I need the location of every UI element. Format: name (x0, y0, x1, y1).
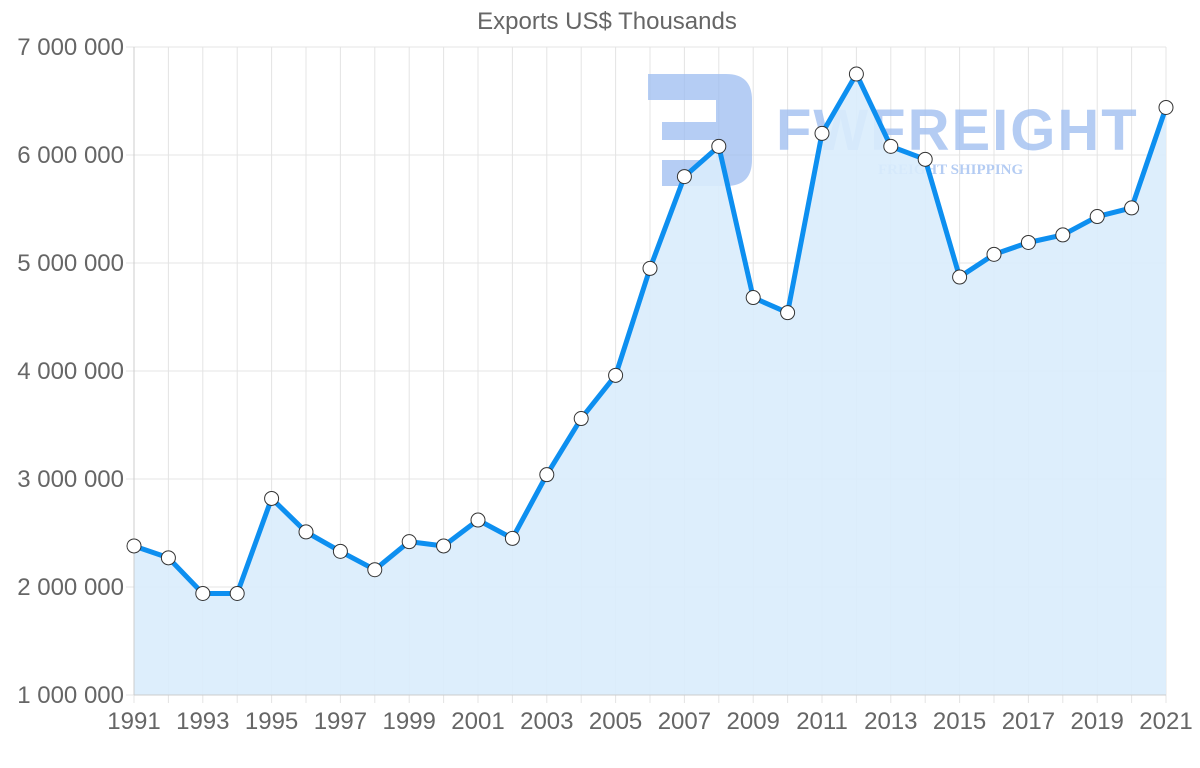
x-tick-label: 2021 (1139, 708, 1192, 735)
data-point-marker[interactable] (1089, 209, 1105, 225)
data-point-marker[interactable] (676, 169, 692, 185)
data-point-marker[interactable] (745, 290, 761, 306)
x-tick-label: 2017 (1002, 708, 1055, 735)
x-tick-label: 2003 (520, 708, 573, 735)
y-tick-label: 5 000 000 (17, 250, 124, 277)
data-point-marker[interactable] (1158, 99, 1174, 115)
data-point-marker[interactable] (848, 66, 864, 82)
y-tick-label: 7 000 000 (17, 34, 124, 61)
x-tick-label: 2019 (1071, 708, 1124, 735)
x-axis-ticks: 1991 1993 1995 1997 1999 2001 2003 2005 2007 2009… (107, 708, 1192, 735)
x-tick-label: 2007 (658, 708, 711, 735)
axes (133, 47, 1166, 696)
area-fill (134, 74, 1166, 695)
data-point-marker[interactable] (298, 524, 314, 540)
data-point-marker[interactable] (573, 411, 589, 427)
x-tick-label: 2001 (451, 708, 504, 735)
y-tick-label: 2 000 000 (17, 574, 124, 601)
data-point-marker[interactable] (814, 125, 830, 141)
data-point-marker[interactable] (401, 534, 417, 550)
data-point-marker[interactable] (436, 538, 452, 554)
data-point-marker[interactable] (780, 305, 796, 321)
x-tick-label: 1997 (314, 708, 367, 735)
y-axis-ticks: 1 000 000 2 000 000 3 000 000 4 000 000 5 00… (17, 34, 124, 709)
data-point-marker[interactable] (711, 138, 727, 154)
x-tick-label: 2011 (796, 708, 848, 735)
data-point-marker[interactable] (470, 512, 486, 528)
data-points (126, 66, 1174, 601)
data-point-marker[interactable] (986, 246, 1002, 262)
y-tick-label: 3 000 000 (17, 466, 124, 493)
data-point-marker[interactable] (539, 467, 555, 483)
data-point-marker[interactable] (1055, 227, 1071, 243)
data-point-marker[interactable] (229, 585, 245, 601)
data-point-marker[interactable] (642, 260, 658, 276)
x-tick-label: 1993 (176, 708, 229, 735)
y-tick-label: 4 000 000 (17, 358, 124, 385)
data-point-marker[interactable] (608, 367, 624, 383)
data-point-marker[interactable] (160, 550, 176, 566)
x-tick-label: 1995 (245, 708, 298, 735)
data-point-marker[interactable] (332, 543, 348, 559)
data-point-marker[interactable] (264, 490, 280, 506)
data-point-marker[interactable] (504, 530, 520, 546)
x-tick-label: 2013 (864, 708, 917, 735)
data-point-marker[interactable] (917, 151, 933, 167)
data-point-marker[interactable] (126, 538, 142, 554)
data-point-marker[interactable] (883, 138, 899, 154)
data-point-marker[interactable] (367, 562, 383, 578)
x-tick-label: 1999 (383, 708, 436, 735)
data-point-marker[interactable] (1020, 234, 1036, 250)
y-tick-label: 6 000 000 (17, 142, 124, 169)
y-tick-label: 1 000 000 (17, 682, 124, 709)
logo-mark-icon (648, 74, 752, 186)
data-point-marker[interactable] (952, 269, 968, 285)
data-point-marker[interactable] (195, 585, 211, 601)
data-point-marker[interactable] (1124, 200, 1140, 216)
x-tick-label: 2015 (933, 708, 986, 735)
x-tick-label: 2005 (589, 708, 642, 735)
chart-title: Exports US$ Thousands (477, 8, 737, 35)
x-tick-label: 2009 (727, 708, 780, 735)
x-tick-label: 1991 (107, 708, 160, 735)
